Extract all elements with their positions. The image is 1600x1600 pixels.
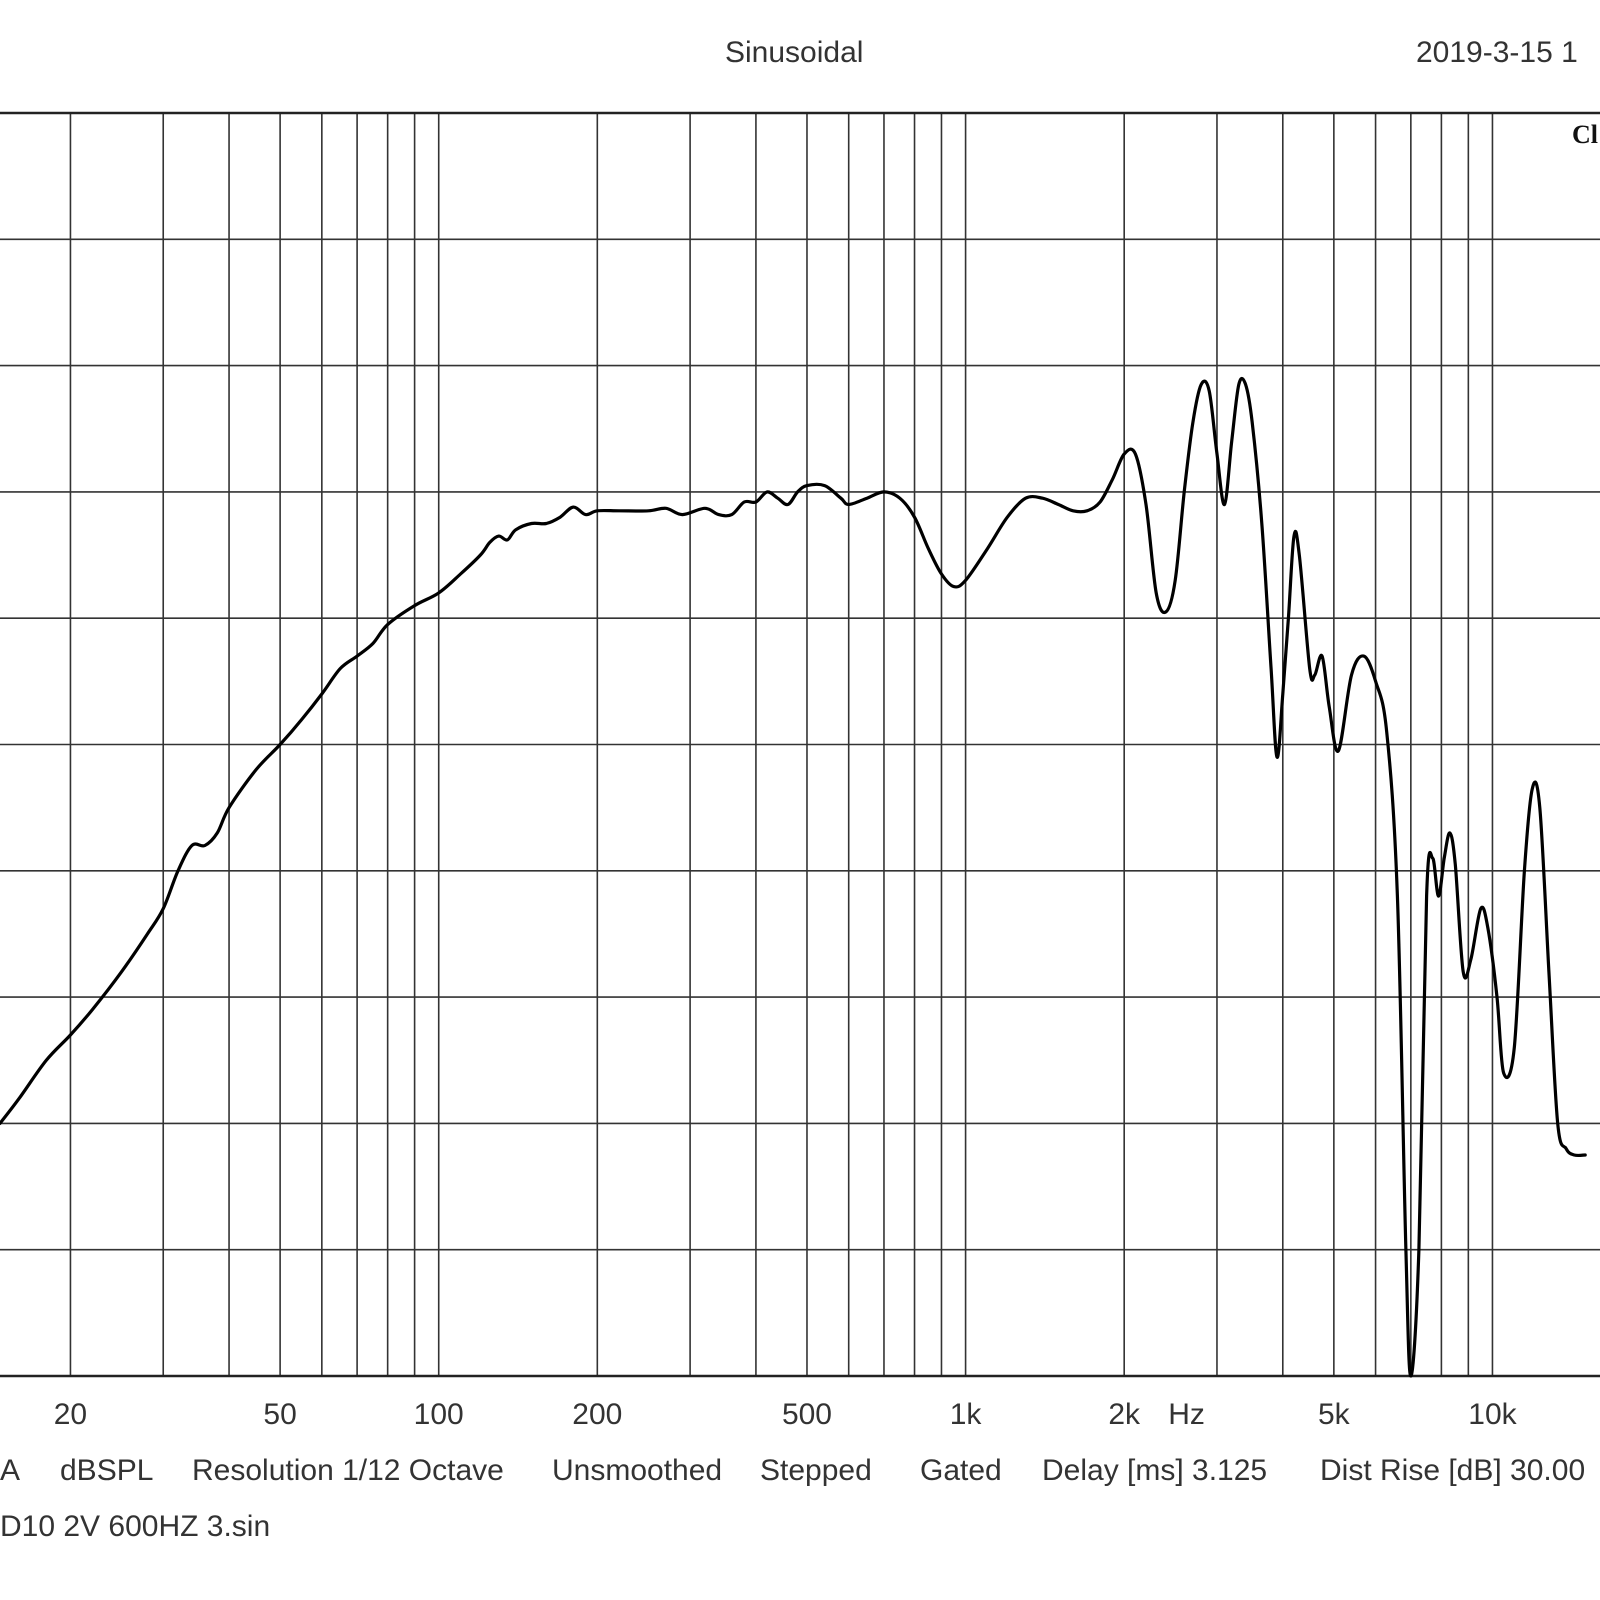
x-tick-label: 100 xyxy=(414,1398,464,1431)
setting-dist-rise: Dist Rise [dB] 30.00 xyxy=(1320,1454,1586,1487)
x-tick-label: 2k xyxy=(1108,1398,1141,1431)
x-tick-label: 50 xyxy=(263,1398,296,1431)
x-tick-label: 1k xyxy=(950,1398,983,1431)
x-tick-label: 20 xyxy=(54,1398,87,1431)
corner-mark: Cl xyxy=(1572,120,1598,149)
x-tick-label: 5k xyxy=(1318,1398,1351,1431)
x-tick-label: 500 xyxy=(782,1398,832,1431)
x-tick-label: 10k xyxy=(1468,1398,1517,1431)
setting-delay: Delay [ms] 3.125 xyxy=(1042,1454,1268,1487)
x-tick-labels: 20 50 100 200 500 1k 2k 5k 10k xyxy=(54,1398,1518,1431)
grid xyxy=(0,113,1600,1376)
setting-gating: Gated xyxy=(920,1454,1002,1487)
setting-smoothing: Unsmoothed xyxy=(552,1454,723,1487)
file-name: D10 2V 600HZ 3.sin xyxy=(0,1510,271,1543)
setting-channel: A xyxy=(0,1454,21,1487)
x-tick-label: 200 xyxy=(572,1398,622,1431)
setting-sweep: Stepped xyxy=(760,1454,872,1487)
setting-resolution: Resolution 1/12 Octave xyxy=(192,1454,504,1487)
x-axis-label: Hz xyxy=(1168,1398,1205,1431)
response-curve xyxy=(0,377,1587,1378)
chart-title: Sinusoidal xyxy=(725,36,864,69)
plot-frame xyxy=(0,111,1600,1378)
setting-unit: dBSPL xyxy=(60,1454,154,1487)
timestamp: 2019-3-15 1 xyxy=(1416,36,1578,69)
